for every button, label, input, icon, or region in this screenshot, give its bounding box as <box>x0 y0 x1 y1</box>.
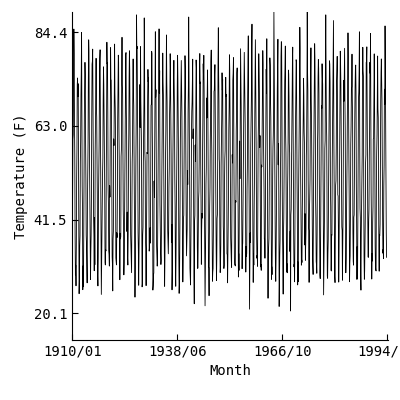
X-axis label: Month: Month <box>209 364 251 378</box>
Y-axis label: Temperature (F): Temperature (F) <box>14 113 28 239</box>
